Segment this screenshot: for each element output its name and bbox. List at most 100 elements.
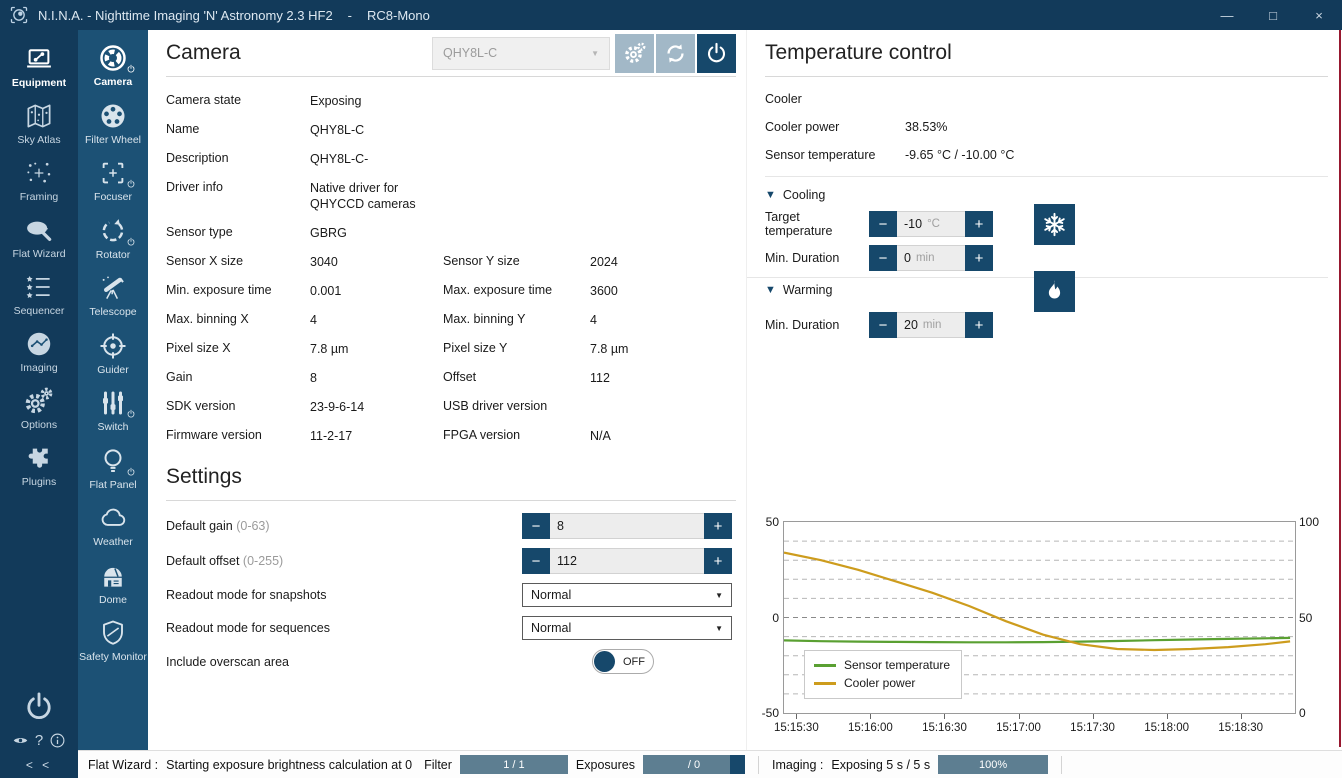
cooler-label: Cooler	[765, 92, 802, 106]
sidebar-item-filter-wheel[interactable]: Filter Wheel	[78, 95, 148, 153]
section-divider	[166, 76, 736, 77]
x-axis-ticks	[784, 714, 1295, 719]
camera-device-select[interactable]: QHY8L-C ▼	[432, 36, 610, 70]
info-label: Name	[166, 122, 200, 136]
cooling-expander[interactable]: ▼ Cooling	[747, 183, 1342, 209]
sidebar-item-telescope[interactable]: Telescope	[78, 267, 148, 325]
sidebar-item-camera[interactable]: Camera	[78, 37, 148, 95]
increment-button[interactable]: +	[965, 312, 993, 338]
info-value: 3040	[310, 255, 338, 269]
warming-duration-field[interactable]: 20 min	[897, 312, 965, 338]
info-value: QHY8L-C-	[310, 152, 369, 166]
window-controls: — □ ×	[1204, 0, 1342, 30]
sidebar-item-imaging[interactable]: Imaging	[0, 323, 78, 380]
progress-text: 100%	[979, 758, 1008, 771]
sky-atlas-icon	[24, 101, 54, 131]
safety-monitor-shield-icon	[98, 618, 128, 648]
sidebar-item-label: Options	[20, 419, 58, 431]
snowflake-icon	[1041, 211, 1068, 238]
cooler-status-rows: Cooler Cooler power 38.53% Sensor tempera…	[747, 77, 1342, 162]
help-button[interactable]: ?	[34, 732, 44, 749]
target-temperature-field[interactable]: -10 °C	[897, 211, 965, 237]
y-axis-right-tick: 100	[1299, 515, 1320, 529]
sidebar-item-rotator[interactable]: Rotator	[78, 210, 148, 268]
readout-sequences-select[interactable]: Normal ▼	[522, 616, 732, 640]
progress-fill	[459, 755, 568, 774]
sidebar-item-guider[interactable]: Guider	[78, 325, 148, 383]
power-button[interactable]	[0, 690, 78, 730]
readout-snapshots-select[interactable]: Normal ▼	[522, 583, 732, 607]
gain-value-field[interactable]: 8	[550, 513, 704, 539]
power-indicator-icon	[126, 179, 136, 189]
minimize-button[interactable]: —	[1220, 7, 1234, 23]
decrement-button[interactable]: −	[869, 312, 897, 338]
chevron-down-icon: ▼	[715, 623, 723, 633]
sidebar-item-label: Safety Monitor	[79, 651, 147, 664]
decrement-button[interactable]: −	[869, 245, 897, 271]
cooling-duration-field[interactable]: 0 min	[897, 245, 965, 271]
decrement-button[interactable]: −	[522, 513, 550, 539]
guider-icon	[98, 331, 128, 361]
offset-value-field[interactable]: 112	[550, 548, 704, 574]
sidebar-item-weather[interactable]: Weather	[78, 497, 148, 555]
info-value: GBRG	[310, 226, 347, 240]
sidebar-item-safety-monitor[interactable]: Safety Monitor	[78, 612, 148, 670]
temperature-chart: 50 0 -50 100 50 0 Sensor temperature Coo…	[755, 514, 1334, 740]
scrollbar[interactable]	[1339, 30, 1341, 747]
sidebar-item-framing[interactable]: Framing	[0, 152, 78, 209]
setting-label: Default offset (0-255)	[166, 554, 284, 568]
x-tick-mark	[796, 714, 798, 719]
main-content: Camera QHY8L-C ▼	[148, 30, 1342, 750]
info-value	[590, 225, 736, 241]
sidebar-item-label: Flat Wizard	[12, 248, 66, 260]
decrement-button[interactable]: −	[869, 211, 897, 237]
flat-wizard-icon	[24, 215, 54, 245]
sidebar-item-focuser[interactable]: Focuser	[78, 152, 148, 210]
warming-duration-stepper: − 20 min +	[869, 312, 993, 338]
sidebar-item-plugins[interactable]: Plugins	[0, 437, 78, 494]
sidebar-item-label: Flat Panel	[89, 478, 137, 491]
connect-camera-button[interactable]	[697, 33, 736, 73]
sidebar-item-flat-panel[interactable]: Flat Panel	[78, 440, 148, 498]
info-value: 2024	[590, 255, 618, 269]
info-icon[interactable]	[49, 732, 66, 749]
progress-text: 1 / 1	[503, 758, 525, 771]
temperature-header: Temperature control	[747, 30, 1342, 76]
status-bar: Flat Wizard : Starting exposure brightne…	[78, 750, 1342, 778]
legend-item: Cooler power	[814, 674, 950, 692]
increment-button[interactable]: +	[965, 211, 993, 237]
sidebar-item-sky-atlas[interactable]: Sky Atlas	[0, 95, 78, 152]
sequencer-icon	[24, 272, 54, 302]
maximize-button[interactable]: □	[1269, 7, 1277, 23]
camera-settings-button[interactable]	[615, 33, 654, 73]
x-axis-tick-label: 15:16:30	[922, 722, 967, 734]
camera-panel: Camera QHY8L-C ▼	[148, 30, 746, 750]
sidebar-item-flat-wizard[interactable]: Flat Wizard	[0, 209, 78, 266]
sidebar-item-options[interactable]: Options	[0, 380, 78, 437]
filter-wheel-icon	[98, 101, 128, 131]
sidebar-item-label: Filter Wheel	[84, 133, 141, 146]
increment-button[interactable]: +	[704, 513, 732, 539]
sidebar-item-dome[interactable]: Dome	[78, 555, 148, 613]
start-warming-button[interactable]	[1034, 271, 1075, 312]
increment-button[interactable]: +	[965, 245, 993, 271]
eye-icon[interactable]	[12, 732, 29, 749]
toggle-state-label: OFF	[623, 655, 645, 668]
decrement-button[interactable]: −	[522, 548, 550, 574]
info-value: 4	[310, 313, 317, 327]
overscan-toggle[interactable]: OFF	[592, 649, 654, 674]
info-value	[590, 151, 736, 167]
increment-button[interactable]: +	[704, 548, 732, 574]
sidebar-item-switch[interactable]: Switch	[78, 382, 148, 440]
info-label: Min. exposure time	[166, 283, 272, 297]
rescan-devices-button[interactable]	[656, 33, 695, 73]
collapse-sidebar-button[interactable]: < <	[25, 758, 53, 772]
info-label	[443, 225, 590, 241]
start-cooling-button[interactable]	[1034, 204, 1075, 245]
sidebar-item-equipment[interactable]: Equipment	[0, 38, 78, 95]
status-divider	[757, 755, 759, 774]
close-button[interactable]: ×	[1315, 7, 1323, 23]
sidebar-item-sequencer[interactable]: Sequencer	[0, 266, 78, 323]
sidebar-item-label: Telescope	[89, 306, 137, 319]
framing-icon	[24, 158, 54, 188]
